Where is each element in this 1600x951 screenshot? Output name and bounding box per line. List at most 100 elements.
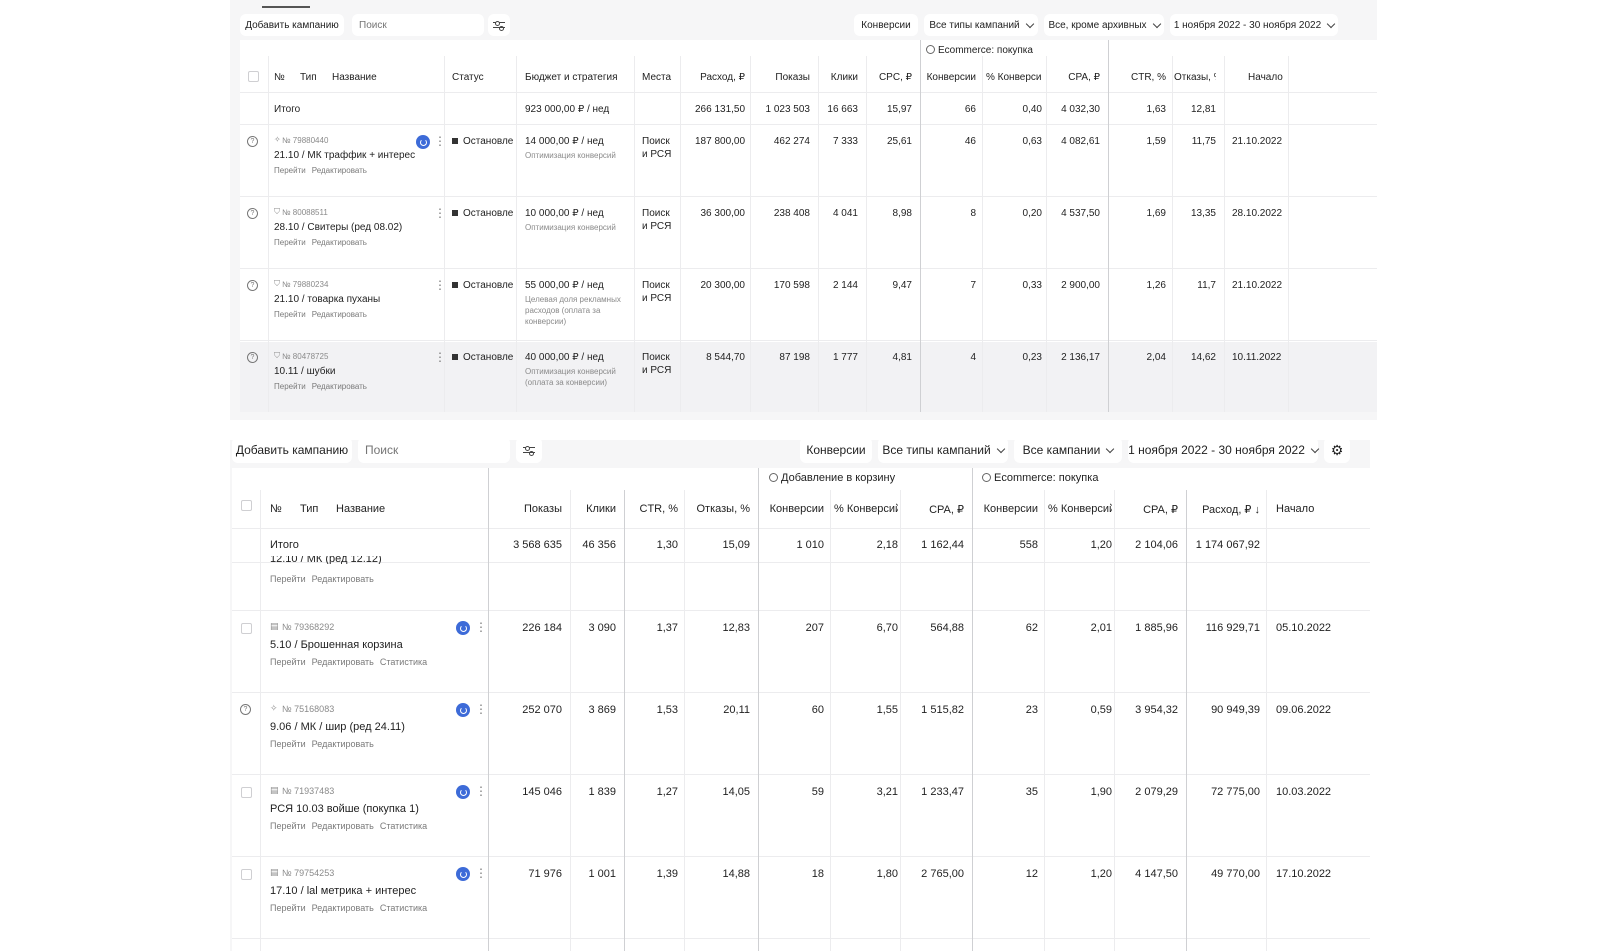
row-link-0[interactable]: Перейти [270, 657, 306, 667]
search-input[interactable] [352, 14, 484, 36]
column-header[interactable]: Начало [1248, 72, 1283, 83]
add-campaign-button[interactable]: Добавить кампанию [240, 14, 344, 36]
more-options-icon[interactable] [434, 206, 446, 220]
row-link-1[interactable]: Редактировать [311, 821, 374, 831]
campaign-types-dropdown[interactable]: Все типы кампаний [924, 14, 1038, 36]
row-checkbox[interactable] [241, 623, 252, 634]
date-range-picker[interactable]: 1 ноября 2022 - 30 ноября 2022 [1128, 440, 1320, 463]
more-options-icon[interactable] [434, 350, 446, 364]
campaign-name[interactable]: 21.10 / МК траффик + интерес [274, 150, 416, 161]
filter-settings-button[interactable] [488, 14, 510, 36]
more-options-icon[interactable] [475, 866, 487, 881]
campaign-filter-dropdown[interactable]: Все кампании [1014, 440, 1122, 463]
column-header[interactable]: Конверсии [926, 72, 976, 83]
more-options-icon[interactable] [475, 702, 487, 717]
row-link-0[interactable]: Перейти [274, 166, 306, 175]
metric-value: 1 777 [832, 352, 858, 363]
metric-value: 46 [964, 136, 976, 147]
column-header[interactable]: Тип [300, 503, 319, 515]
column-header[interactable]: Клики [586, 503, 616, 515]
column-header[interactable]: Начало [1276, 503, 1315, 515]
row-link-2[interactable]: Статистика [379, 821, 428, 831]
campaign-name[interactable]: 9.06 / МК / шир (ред 24.11) [270, 721, 405, 733]
strategy-line: конверсии) [525, 317, 567, 326]
row-link-0[interactable]: Перейти [270, 574, 306, 584]
row-link-1[interactable]: Редактировать [311, 310, 367, 319]
column-header[interactable]: CPC, ₽ [878, 72, 912, 83]
campaign-name[interactable]: 17.10 / lal метрика + интерес [270, 885, 417, 897]
column-header[interactable]: Расход, ₽ ↓ [1202, 504, 1260, 516]
row-checkbox[interactable] [241, 787, 252, 798]
campaign-name[interactable]: 21.10 / товарка пуханы [274, 294, 381, 305]
column-header[interactable]: Места [642, 72, 672, 83]
campaign-name[interactable]: 28.10 / Свитеры (ред 08.02) [274, 222, 403, 233]
row-link-1[interactable]: Редактировать [311, 657, 374, 667]
column-header[interactable]: Отказы, % [1174, 72, 1216, 83]
more-options-icon[interactable] [434, 134, 446, 148]
column-header[interactable]: № [270, 503, 282, 515]
campaign-name[interactable]: 5.10 / Брошенная корзина [270, 639, 403, 651]
column-header[interactable]: Показы [523, 503, 562, 515]
metric-value: 0,20 [1022, 208, 1042, 219]
column-header[interactable]: % Конверсий [1048, 503, 1112, 515]
row-link-0[interactable]: Перейти [270, 739, 306, 749]
archive-filter-dropdown[interactable]: Все, кроме архивных [1044, 14, 1164, 36]
column-divider [516, 56, 517, 412]
more-options-icon[interactable] [475, 620, 487, 635]
row-link-1[interactable]: Редактировать [311, 166, 367, 175]
row-link-2[interactable]: Статистика [379, 657, 428, 667]
more-options-icon[interactable] [434, 278, 446, 292]
column-header[interactable]: % Конверсий [986, 72, 1042, 83]
column-header[interactable]: % Конверсий [834, 503, 898, 515]
campaign-name[interactable]: 12.10 / МК (ред 12.12) [270, 556, 382, 564]
row-actions: Перейти Редактировать Статистика [270, 821, 433, 831]
column-header[interactable]: CPA, ₽ [1143, 504, 1178, 516]
row-checkbox[interactable] [241, 869, 252, 880]
column-header[interactable]: Конверсии [983, 503, 1038, 515]
select-all-checkbox[interactable] [248, 71, 259, 82]
conversions-button[interactable]: Конверсии [800, 440, 872, 463]
filter-settings-button[interactable] [516, 440, 542, 463]
column-header[interactable]: Бюджет и стратегия [525, 72, 618, 83]
campaign-name[interactable]: РСЯ 10.03 войше (покупка 1) [270, 803, 419, 815]
row-actions: Перейти Редактировать [274, 382, 373, 391]
column-header[interactable]: Расход, ₽ [700, 72, 745, 83]
places-line: Поиск [642, 280, 670, 291]
column-header[interactable]: Название [336, 503, 386, 515]
column-header[interactable]: № [274, 72, 285, 83]
row-link-2[interactable]: Статистика [379, 903, 428, 913]
row-link-1[interactable]: Редактировать [311, 382, 367, 391]
campaign-name[interactable]: 10.11 / шубки [274, 366, 336, 377]
column-header[interactable]: CPA, ₽ [1068, 72, 1100, 83]
column-header[interactable]: Клики [830, 72, 858, 83]
column-header[interactable]: Отказы, % [696, 503, 751, 515]
date-range-picker[interactable]: 1 ноября 2022 - 30 ноября 2022 [1170, 14, 1338, 36]
total-budget: 923 000,00 ₽ / нед [525, 104, 610, 115]
column-header[interactable]: Тип [300, 72, 317, 83]
search-input[interactable] [358, 440, 510, 463]
column-header[interactable]: Название [332, 72, 377, 83]
row-link-0[interactable]: Перейти [270, 903, 306, 913]
column-header[interactable]: Статус [452, 72, 484, 83]
column-header[interactable]: Показы [775, 72, 810, 83]
column-header[interactable]: CPA, ₽ [929, 504, 964, 516]
row-link-0[interactable]: Перейти [274, 238, 306, 247]
row-link-1[interactable]: Редактировать [311, 903, 374, 913]
row-link-0[interactable]: Перейти [274, 310, 306, 319]
conversions-button[interactable]: Конверсии [854, 14, 918, 36]
select-all-checkbox[interactable] [241, 500, 252, 511]
add-campaign-button[interactable]: Добавить кампанию [232, 440, 352, 463]
row-link-0[interactable]: Перейти [274, 382, 306, 391]
column-header[interactable]: CTR, % [639, 503, 679, 515]
column-header[interactable]: Конверсии [769, 503, 824, 515]
row-link-1[interactable]: Редактировать [311, 238, 367, 247]
row-link-1[interactable]: Редактировать [311, 574, 374, 584]
column-header[interactable]: CTR, % [1131, 72, 1166, 83]
row-link-1[interactable]: Редактировать [311, 739, 374, 749]
campaign-filter-label: Все кампании [1022, 443, 1101, 457]
settings-button[interactable]: ⚙ [1324, 440, 1350, 463]
campaign-types-dropdown[interactable]: Все типы кампаний [878, 440, 1008, 463]
more-options-icon[interactable] [475, 784, 487, 799]
metric-value: 0,33 [1022, 280, 1042, 291]
row-link-0[interactable]: Перейти [270, 821, 306, 831]
